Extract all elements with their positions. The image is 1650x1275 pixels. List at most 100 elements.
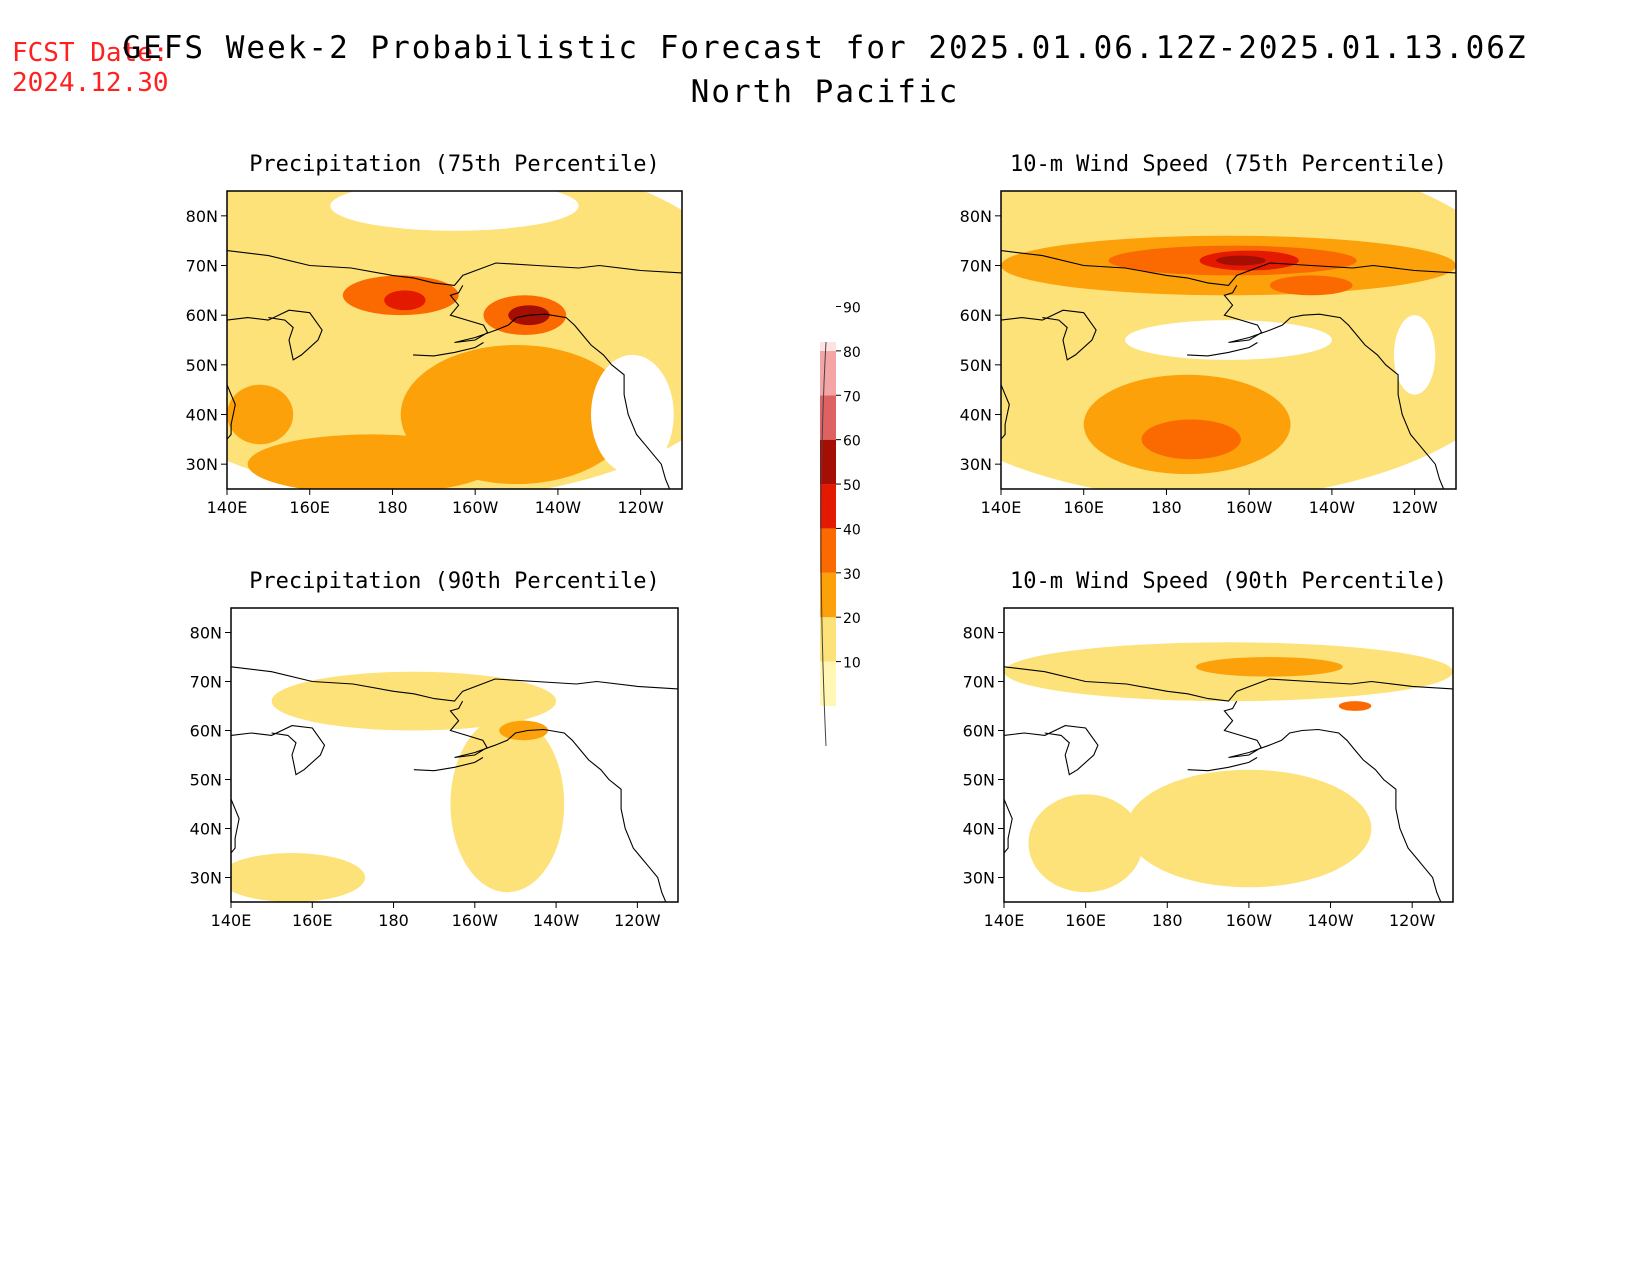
lat-label: 70N xyxy=(190,673,222,692)
probability-area xyxy=(1269,275,1353,296)
lat-label: 40N xyxy=(963,820,995,839)
coastline xyxy=(227,384,236,440)
lon-label: 140E xyxy=(211,911,252,930)
panel-title: 10-m Wind Speed (90th Percentile) xyxy=(1010,569,1447,594)
probability-area xyxy=(247,434,496,489)
lat-label: 60N xyxy=(963,722,995,741)
lon-label: 180 xyxy=(1152,911,1183,930)
coastline xyxy=(1001,309,1097,361)
lat-label: 80N xyxy=(186,207,218,226)
colorbar-label: 10 xyxy=(843,656,861,672)
map-background xyxy=(231,608,678,902)
lat-label: 70N xyxy=(960,257,992,276)
coastline xyxy=(1187,757,1258,772)
panel-title: Precipitation (75th Percentile) xyxy=(249,152,660,177)
probability-area xyxy=(227,384,294,445)
coastline xyxy=(413,342,484,357)
probability-area xyxy=(499,720,548,741)
map-frame xyxy=(1000,190,1457,490)
lon-label: 160E xyxy=(1063,498,1104,517)
lon-label: 120W xyxy=(614,911,661,930)
lon-label: 140E xyxy=(984,911,1025,930)
map-panel: 10-m Wind Speed (90th Percentile) 80N 70N 6… xyxy=(963,569,1454,930)
lat-label: 60N xyxy=(960,306,992,325)
lon-label: 140W xyxy=(1309,498,1356,517)
probability-area xyxy=(384,290,426,311)
lon-label: 140W xyxy=(1307,911,1354,930)
lon-label: 180 xyxy=(377,498,408,517)
lat-label: 70N xyxy=(963,673,995,692)
colorbar-label: 80 xyxy=(843,345,861,361)
map-frame xyxy=(230,607,679,903)
lon-label: 120W xyxy=(1389,911,1436,930)
colorbar-swatch xyxy=(820,484,836,529)
colorbar-label: 20 xyxy=(843,611,861,627)
colorbar-label: 50 xyxy=(843,478,861,494)
shading-layer xyxy=(227,191,682,489)
colorbar-label: 90 xyxy=(843,300,861,316)
lon-label: 160E xyxy=(289,498,330,517)
clear-area xyxy=(591,354,674,475)
lat-label: 50N xyxy=(186,356,218,375)
lat-label: 40N xyxy=(960,406,992,425)
colorbar-outline xyxy=(820,341,827,747)
clear-area xyxy=(1393,315,1436,395)
map-panel: Precipitation (90th Percentile) 80N 70N 60N… xyxy=(190,569,679,930)
colorbar-swatch xyxy=(820,342,836,351)
map-panels: Precipitation (75th Percentile) 80N 70N 60N… xyxy=(186,152,1457,930)
lat-label: 50N xyxy=(960,356,992,375)
lat-label: 80N xyxy=(190,624,222,643)
colorbar: 10 20 30 40 50 60 70 80 90 xyxy=(820,300,861,747)
lon-label: 140E xyxy=(981,498,1022,517)
lon-label: 140W xyxy=(533,911,580,930)
coastline xyxy=(1004,725,1099,776)
coastline xyxy=(1223,285,1445,489)
lon-label: 160E xyxy=(292,911,333,930)
lat-label: 40N xyxy=(186,406,218,425)
coastline xyxy=(227,250,682,286)
shading-layer xyxy=(1001,191,1456,489)
probability-area xyxy=(1195,657,1343,677)
lat-label: 30N xyxy=(963,869,995,888)
map-frame xyxy=(226,190,683,490)
probability-area xyxy=(1126,769,1372,888)
colorbar-swatch xyxy=(820,617,836,662)
colorbar-swatch xyxy=(820,661,836,706)
coastline xyxy=(449,285,671,489)
lat-label: 60N xyxy=(186,306,218,325)
lon-label: 160W xyxy=(1226,911,1273,930)
panel-title: Precipitation (90th Percentile) xyxy=(249,569,660,594)
map-panel: 10-m Wind Speed (75th Percentile) 80N 70N 6… xyxy=(960,152,1457,517)
forecast-date-value: 2024.12.30 xyxy=(12,68,169,98)
probability-area xyxy=(1028,794,1143,893)
colorbar-label: 60 xyxy=(843,434,861,450)
coastline xyxy=(231,798,240,854)
clear-area xyxy=(1125,320,1332,360)
coastline xyxy=(227,309,323,361)
forecast-date-label: FCST Date: xyxy=(12,38,169,68)
colorbar-label: 40 xyxy=(843,522,861,538)
forecast-date-block: FCST Date: 2024.12.30 xyxy=(12,38,169,98)
coastline xyxy=(449,700,667,902)
coastline xyxy=(1001,384,1010,440)
lat-label: 50N xyxy=(963,771,995,790)
coastline xyxy=(1004,798,1013,854)
lat-label: 70N xyxy=(186,257,218,276)
coastline xyxy=(1004,666,1453,702)
colorbar-label: 30 xyxy=(843,567,861,583)
lat-label: 30N xyxy=(186,455,218,474)
lon-label: 140W xyxy=(535,498,582,517)
colorbar-swatch xyxy=(820,395,836,440)
region-subtitle: North Pacific xyxy=(690,74,960,110)
coastline xyxy=(1001,250,1456,286)
shading-layer xyxy=(231,608,678,902)
colorbar-swatch xyxy=(820,439,836,485)
lat-label: 30N xyxy=(960,455,992,474)
coastline xyxy=(1223,700,1442,902)
coastline xyxy=(231,666,678,702)
lat-label: 50N xyxy=(190,771,222,790)
lat-label: 30N xyxy=(190,869,222,888)
lon-label: 160E xyxy=(1065,911,1106,930)
colorbar-swatch xyxy=(820,572,836,618)
